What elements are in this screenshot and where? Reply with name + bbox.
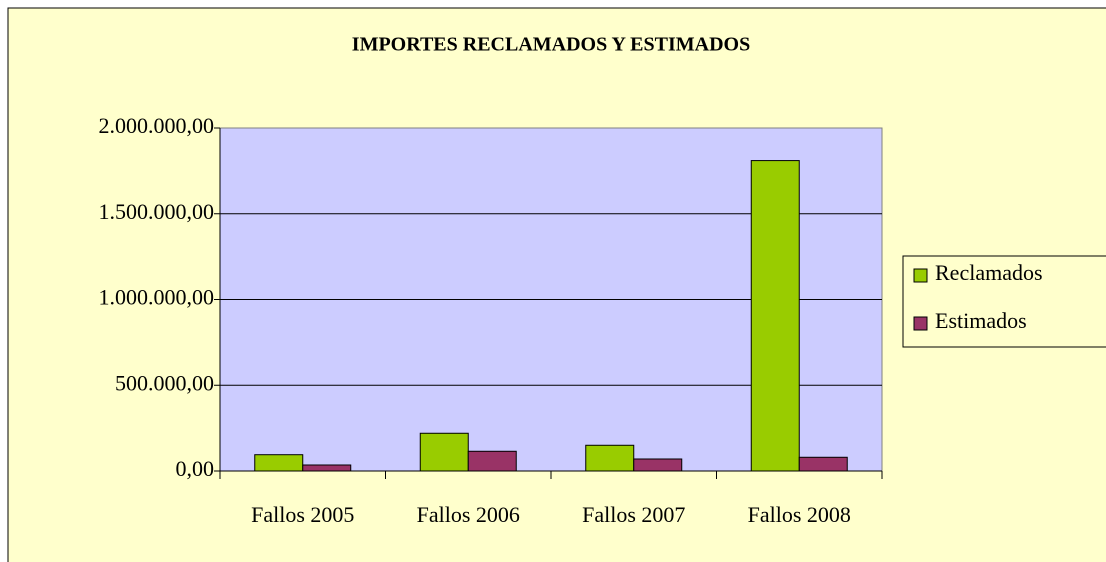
x-tick-label: Fallos 2005 <box>251 502 354 527</box>
legend-swatch <box>913 268 928 283</box>
legend-box <box>902 255 1106 348</box>
bar <box>419 432 469 472</box>
y-tick-label: 2.000.000,00 <box>99 113 215 138</box>
bar <box>633 458 683 472</box>
y-tick-label: 0,00 <box>176 456 215 481</box>
bar <box>585 444 635 472</box>
bar <box>750 160 800 472</box>
bar <box>798 456 848 472</box>
legend-label: Reclamados <box>935 260 1043 285</box>
x-tick-label: Fallos 2007 <box>582 502 685 527</box>
x-tick-label: Fallos 2006 <box>417 502 520 527</box>
x-tick-label: Fallos 2008 <box>748 502 851 527</box>
legend-label: Estimados <box>935 308 1027 333</box>
y-tick-label: 1.500.000,00 <box>99 199 215 224</box>
legend-swatch <box>913 316 928 331</box>
y-tick-label: 1.000.000,00 <box>99 285 215 310</box>
chart-title: IMPORTES RECLAMADOS Y ESTIMADOS <box>352 34 750 56</box>
bar <box>254 454 304 472</box>
bar <box>467 450 517 472</box>
y-tick-label: 500.000,00 <box>115 370 214 395</box>
bar <box>302 464 352 472</box>
